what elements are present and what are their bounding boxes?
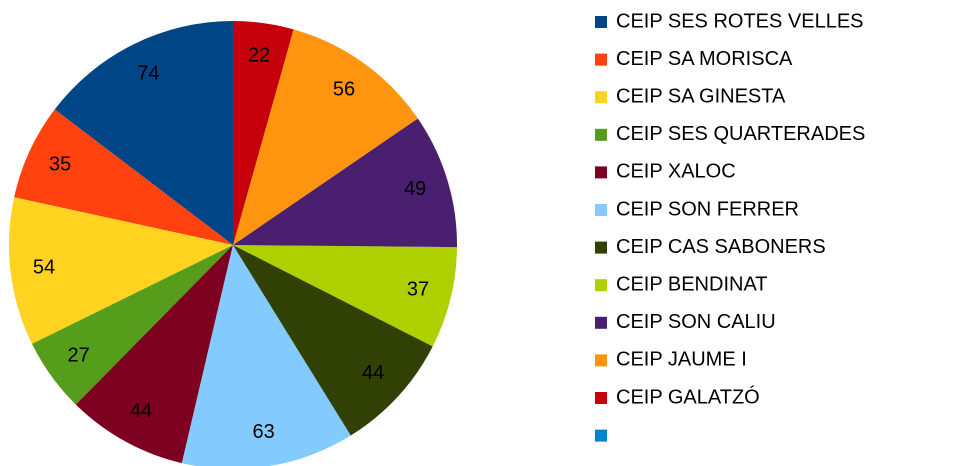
pie-slice xyxy=(32,245,233,405)
legend-label: CEIP SA MORISCA xyxy=(616,48,793,70)
value-label: 49 xyxy=(404,178,426,200)
pie-slice xyxy=(233,245,457,347)
legend-swatch xyxy=(595,16,607,28)
pie-slice xyxy=(8,197,233,344)
legend-label: CEIP BENDINAT xyxy=(616,273,768,295)
legend-label: CEIP SON CALIU xyxy=(616,311,776,333)
pie-slice xyxy=(14,109,234,246)
legend-swatch xyxy=(595,354,607,367)
value-label: 74 xyxy=(137,63,159,85)
legend-label: CEIP SON FERRER xyxy=(616,198,799,220)
legend-label: CEIP JAUME I xyxy=(616,349,747,371)
value-label: 22 xyxy=(248,45,270,67)
value-label: 63 xyxy=(253,421,275,443)
pie-slice xyxy=(181,245,351,466)
legend-swatch xyxy=(595,241,607,254)
value-label: 35 xyxy=(49,154,71,176)
legend-label: CEIP SA GINESTA xyxy=(616,85,786,107)
pie-slice xyxy=(54,21,233,245)
legend-swatch xyxy=(595,279,607,292)
pie-slice xyxy=(75,245,234,464)
value-label: 54 xyxy=(33,256,55,278)
legend-swatch xyxy=(595,316,607,329)
legend-label: CEIP CAS SABONERS xyxy=(616,236,826,258)
value-label: 56 xyxy=(333,79,355,101)
legend-label: CEIP SES QUARTERADES xyxy=(616,123,865,145)
value-label: 44 xyxy=(362,362,384,384)
legend-label: CEIP XALOC xyxy=(616,161,736,183)
pie-slice xyxy=(233,21,294,245)
value-label: 37 xyxy=(407,278,429,300)
legend-swatch xyxy=(595,128,607,141)
legend-swatch xyxy=(595,204,607,216)
legend-swatch xyxy=(595,429,607,442)
legend-label: CEIP GALATZÓ xyxy=(616,385,760,408)
legend-swatch xyxy=(595,392,607,404)
legend-swatch xyxy=(595,53,607,66)
pie-slice xyxy=(233,245,433,436)
value-label: 27 xyxy=(67,345,89,367)
legend-swatch xyxy=(595,91,607,104)
legend-swatch xyxy=(595,166,607,179)
pie-slice xyxy=(233,29,418,246)
value-label: 44 xyxy=(130,400,152,422)
legend-label: CEIP SES ROTES VELLES xyxy=(616,10,864,32)
pie-slice xyxy=(233,118,458,248)
